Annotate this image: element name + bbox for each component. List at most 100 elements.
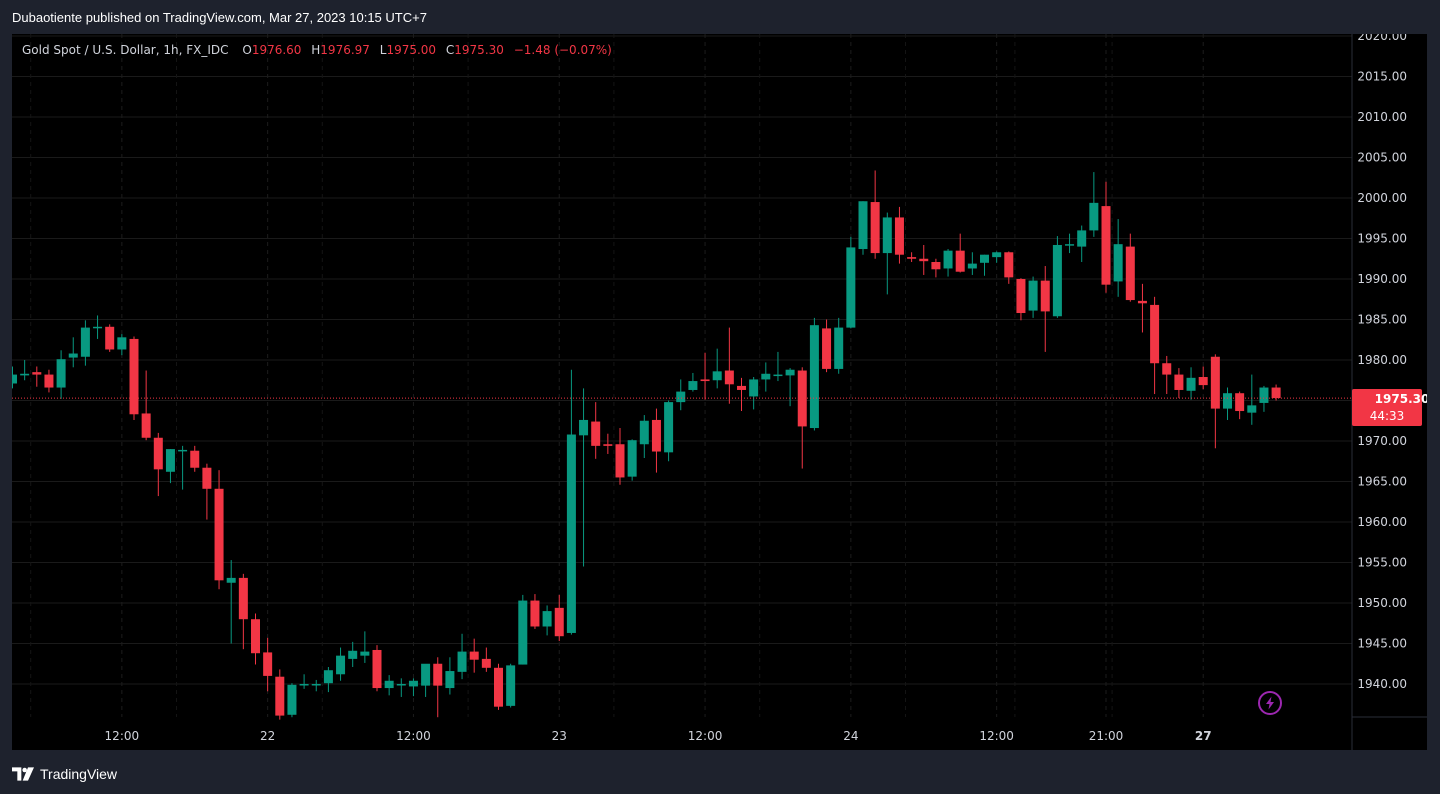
legend-low-value: 1975.00: [386, 43, 437, 57]
candle-body: [700, 379, 710, 382]
candle-body: [967, 263, 977, 269]
candle-body: [530, 600, 540, 627]
candle-body: [724, 370, 734, 385]
candle-body: [1259, 387, 1269, 403]
candle-body: [1271, 387, 1281, 399]
legend-open-value: 1976.60: [251, 43, 302, 57]
candle-body: [955, 250, 965, 272]
candle-body: [615, 444, 625, 478]
legend-open-label: O: [242, 43, 252, 57]
price-tick-label: 1950.00: [1357, 596, 1407, 610]
candle-body: [1125, 246, 1135, 301]
candle-body: [882, 217, 892, 254]
legend-symbol: Gold Spot / U.S. Dollar, 1h, FX_IDC: [22, 43, 229, 57]
candle-body: [263, 652, 273, 676]
candle-body: [494, 667, 503, 707]
candle-body: [992, 252, 1002, 258]
footer: TradingView: [12, 764, 117, 784]
price-tick-label: 2000.00: [1357, 191, 1407, 205]
candle-body: [372, 649, 382, 689]
candle-body: [384, 680, 394, 689]
legend-close-label: C: [445, 43, 455, 57]
candle-body: [797, 370, 807, 427]
candle-body: [846, 247, 856, 328]
candle-body: [712, 371, 722, 381]
footer-brand[interactable]: TradingView: [40, 766, 118, 782]
candle-body: [323, 670, 333, 684]
candle-body: [32, 372, 42, 375]
candle-body: [870, 202, 880, 254]
candle-body: [336, 655, 346, 675]
candle-body: [238, 577, 248, 620]
candle-body: [1089, 202, 1099, 231]
price-tick-label: 1990.00: [1357, 272, 1407, 286]
candle-body: [396, 684, 406, 686]
price-tick-label: 1965.00: [1357, 475, 1407, 489]
price-tick-label: 1945.00: [1357, 637, 1407, 651]
time-axis: 12:00 22 12:00 23 12:00 24 12:00 21:00 27: [105, 729, 1212, 743]
candlestick-chart[interactable]: 1940.00 1945.00 1950.00 1955.00 1960.00 1965.…: [8, 29, 1429, 750]
candle-body: [518, 600, 528, 665]
candle-body: [785, 369, 795, 376]
candle-body: [858, 201, 868, 250]
price-tick-label: 1980.00: [1357, 353, 1407, 367]
time-tick-label: 24: [843, 729, 858, 743]
candle-body: [737, 385, 746, 390]
price-tick-label: 2020.00: [1357, 34, 1407, 43]
candle-body: [178, 449, 188, 452]
price-tick-label: 1995.00: [1357, 232, 1407, 246]
candle-body: [105, 326, 115, 350]
symbol-legend: Gold Spot / U.S. Dollar, 1h, FX_IDC O197…: [22, 43, 612, 57]
lightning-bolt-icon[interactable]: [1258, 691, 1282, 715]
candle-body: [907, 257, 917, 259]
candle-body: [1004, 252, 1014, 278]
candle-body: [1162, 363, 1172, 375]
legend-close-value: 1975.30: [454, 43, 504, 57]
candle-body: [165, 449, 175, 472]
price-tag-countdown: 44:33: [1370, 409, 1405, 423]
candle-body: [579, 419, 589, 436]
candle-body: [688, 381, 698, 390]
time-tick-label: 27: [1195, 729, 1212, 743]
candle-body: [1137, 300, 1147, 304]
candle-body: [20, 373, 30, 376]
price-tick-label: 1940.00: [1357, 677, 1407, 691]
candle-body: [8, 374, 17, 384]
candle-body: [749, 379, 759, 397]
candle-body: [1077, 230, 1087, 247]
price-tick-label: 1960.00: [1357, 515, 1407, 529]
price-tick-label: 2005.00: [1357, 151, 1407, 165]
candle-body: [627, 440, 637, 477]
candle-body: [919, 258, 929, 262]
candle-body: [1040, 280, 1050, 312]
candle-body: [129, 338, 139, 415]
candle-body: [226, 577, 236, 583]
candle-body: [980, 254, 989, 263]
candle-body: [421, 663, 431, 686]
time-tick-label: 12:00: [105, 729, 140, 743]
price-tick-label: 1955.00: [1357, 556, 1407, 570]
candle-body: [506, 665, 516, 706]
candle-body: [1186, 377, 1196, 391]
legend-change: −1.48 (−0.07%): [513, 43, 612, 57]
candle-body: [80, 327, 90, 357]
candle-body: [469, 651, 479, 660]
tradingview-logo-icon[interactable]: [12, 767, 36, 781]
candle-body: [190, 450, 200, 468]
time-tick-label: 21:00: [1089, 729, 1124, 743]
candle-body: [1247, 405, 1257, 413]
candle-body: [1150, 304, 1160, 364]
chart-frame[interactable]: 1940.00 1945.00 1950.00 1955.00 1960.00 1965.…: [8, 29, 1429, 750]
candle-body: [56, 359, 66, 388]
candle-body: [1198, 377, 1208, 386]
candle-body: [809, 325, 819, 429]
candle-body: [251, 619, 260, 654]
candles: [8, 170, 1281, 720]
price-tick-label: 1985.00: [1357, 313, 1407, 327]
candle-body: [943, 250, 953, 269]
candle-body: [44, 374, 54, 388]
candle-body: [591, 421, 601, 446]
candle-body: [93, 326, 103, 329]
candle-body: [1174, 374, 1184, 390]
candle-body: [445, 671, 455, 689]
